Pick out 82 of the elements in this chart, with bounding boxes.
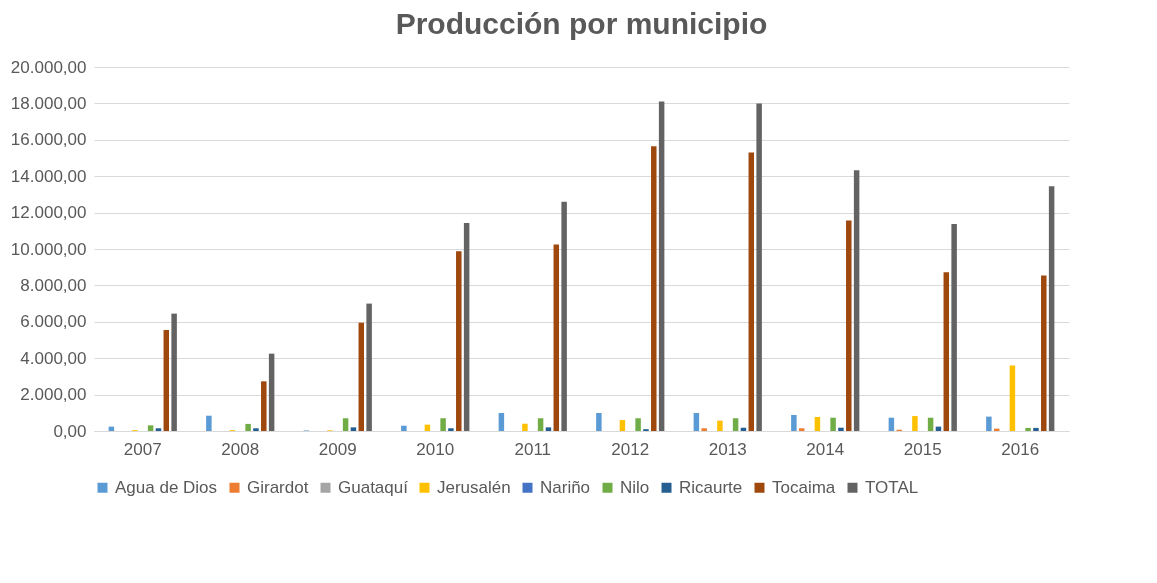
bar (553, 244, 560, 431)
y-tick-label: 10.000,00 (10, 239, 87, 259)
y-tick-label: 12.000,00 (10, 203, 87, 223)
bar (561, 201, 567, 431)
legend-label: TOTAL (865, 477, 919, 497)
x-tick-label: 2007 (123, 439, 162, 459)
legend-label: Girardot (247, 477, 309, 497)
bar (635, 418, 641, 431)
bar (1009, 365, 1016, 431)
bar (596, 412, 602, 431)
bar (206, 415, 212, 431)
bar (912, 416, 918, 431)
legend-label: Agua de Dios (115, 477, 218, 497)
legend-label: Nilo (620, 477, 650, 497)
bar (951, 223, 957, 431)
bar (401, 425, 407, 431)
bar (448, 428, 454, 431)
legend-label: Tocaima (772, 477, 836, 497)
bar (171, 313, 177, 431)
y-tick-label: 20.000,00 (10, 57, 87, 77)
bar (651, 146, 657, 431)
bar (1048, 186, 1055, 431)
legend-label: Ricaurte (679, 477, 743, 497)
bar (261, 381, 267, 431)
bar (358, 322, 365, 431)
y-tick-label: 2.000,00 (20, 385, 87, 405)
x-tick-label: 2014 (806, 439, 845, 459)
bar (701, 428, 707, 431)
bar (163, 329, 170, 431)
bar (440, 418, 446, 431)
bar (1033, 427, 1039, 431)
bar (732, 418, 739, 431)
x-tick-label: 2011 (514, 439, 552, 459)
bar (838, 427, 844, 431)
bar (253, 428, 259, 431)
bar (1041, 275, 1047, 431)
bar (830, 417, 836, 431)
x-tick-label: 2009 (318, 439, 357, 459)
bar (693, 412, 700, 431)
y-tick-label: 8.000,00 (20, 275, 87, 295)
bar (846, 220, 852, 431)
bar (1025, 427, 1031, 431)
y-tick-label: 18.000,00 (10, 93, 87, 113)
x-tick-label: 2010 (416, 439, 455, 459)
legend-label: Guataquí (338, 477, 409, 497)
y-tick-label: 0,00 (53, 421, 87, 441)
bar (350, 427, 357, 431)
y-tick-label: 14.000,00 (10, 166, 87, 186)
bar (619, 420, 626, 431)
bar (522, 423, 528, 431)
bar (545, 427, 552, 431)
bar (658, 101, 665, 431)
y-tick-label: 16.000,00 (10, 130, 87, 150)
bar (456, 251, 462, 431)
bar (498, 412, 505, 431)
bar (155, 428, 162, 431)
bar (798, 428, 805, 431)
legend-label: Nariño (540, 477, 591, 497)
bar (366, 303, 372, 431)
y-tick-label: 6.000,00 (20, 312, 87, 332)
bar (342, 418, 349, 431)
bar (463, 222, 470, 431)
chart-title: Producción por municipio (395, 7, 768, 40)
bar (814, 416, 821, 431)
legend-label: Jerusalén (437, 477, 511, 497)
bar (717, 420, 723, 431)
bar (245, 423, 251, 431)
x-tick-label: 2013 (708, 439, 747, 459)
x-tick-label: 2008 (221, 439, 260, 459)
x-tick-label: 2012 (611, 439, 650, 459)
bar (147, 425, 154, 431)
bar (268, 353, 275, 431)
bar (943, 272, 950, 431)
x-tick-label: 2016 (1001, 439, 1040, 459)
bar (791, 414, 797, 431)
bar (748, 152, 755, 431)
bar (756, 103, 762, 431)
y-tick-label: 4.000,00 (20, 348, 87, 368)
x-tick-label: 2015 (903, 439, 942, 459)
bar (986, 416, 992, 431)
bar (537, 418, 544, 431)
bar (853, 170, 860, 431)
